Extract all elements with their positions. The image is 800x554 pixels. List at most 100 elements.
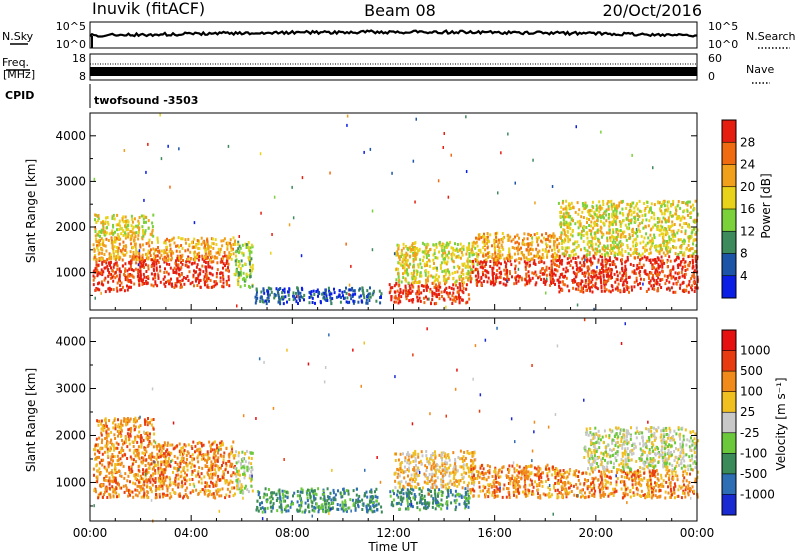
velocity-cell	[209, 468, 212, 472]
power-speck	[442, 146, 444, 149]
velocity-cell	[143, 493, 146, 497]
power-cell	[287, 290, 290, 294]
velocity-cell	[122, 442, 124, 446]
power-cell	[451, 294, 454, 298]
power-cell	[635, 237, 638, 241]
power-cell	[260, 290, 263, 294]
velocity-cell	[229, 462, 232, 466]
power-cell	[691, 274, 694, 278]
power-cell	[133, 236, 136, 240]
power-cell	[608, 220, 611, 224]
power-cell	[174, 261, 177, 265]
velocity-cell	[158, 449, 161, 453]
power-cell	[124, 224, 126, 228]
velocity-cell	[112, 480, 114, 484]
velocity-cell	[179, 453, 182, 457]
power-cell	[141, 257, 144, 261]
power-cell	[594, 235, 597, 238]
power-cell	[581, 210, 584, 214]
nsearch-tick-top: 10^5	[708, 20, 738, 33]
velocity-cell	[183, 451, 185, 455]
velocity-cell	[146, 494, 149, 498]
power-cell	[175, 249, 178, 253]
velocity-cell	[156, 455, 159, 459]
power-cell	[636, 234, 639, 238]
power-cell	[222, 266, 224, 270]
power-cell	[614, 241, 617, 244]
power-cell	[351, 295, 354, 298]
power-cell	[675, 276, 678, 280]
power-cell	[534, 283, 537, 287]
velocity-cell	[136, 494, 139, 498]
power-cell	[152, 267, 155, 271]
power-cell	[176, 257, 179, 260]
power-cell	[650, 216, 653, 220]
power-cell	[553, 241, 555, 245]
power-cell	[501, 232, 504, 235]
power-cell	[690, 231, 693, 235]
power-cell	[112, 279, 115, 283]
power-cell	[614, 207, 617, 211]
power-cell	[581, 257, 584, 261]
power-cell	[207, 286, 210, 289]
power-cell	[633, 206, 636, 210]
power-cell	[677, 271, 680, 275]
power-cell	[642, 226, 645, 230]
power-cell	[580, 287, 583, 291]
power-cell	[587, 279, 590, 283]
power-cell	[268, 299, 270, 303]
power-cell	[598, 210, 601, 214]
power-cell	[517, 279, 520, 283]
velocity-cell	[132, 458, 135, 462]
power-cell	[486, 241, 489, 245]
velocity-cell	[120, 446, 123, 450]
power-cell	[602, 275, 605, 279]
power-cell	[238, 272, 241, 275]
power-cell	[663, 261, 666, 265]
power-cell	[600, 271, 603, 274]
power-cell	[97, 248, 100, 252]
power-cell	[441, 253, 444, 257]
velocity-cell	[151, 451, 154, 455]
power-cell	[441, 295, 443, 298]
power-cell	[413, 247, 416, 251]
velocity-cell	[120, 425, 123, 429]
power-cell	[447, 242, 450, 246]
power-cell	[645, 272, 648, 276]
power-cell	[687, 263, 690, 267]
power-cell	[467, 269, 470, 273]
velocity-cell	[100, 441, 103, 445]
power-cell	[261, 300, 264, 304]
power-cell	[682, 242, 685, 246]
power-cell	[564, 249, 567, 253]
velocity-cell	[119, 474, 122, 478]
power-cell	[582, 229, 585, 233]
power-cell	[410, 248, 413, 252]
power-cell	[565, 220, 568, 224]
velocity-cell	[148, 436, 151, 440]
power-cell	[558, 275, 561, 279]
power-cell	[177, 266, 180, 270]
power-cell	[141, 225, 144, 229]
power-cell	[116, 236, 119, 240]
power-speck	[369, 147, 372, 151]
power-cell	[398, 255, 401, 259]
velocity-cell	[142, 488, 145, 492]
power-cell	[600, 263, 603, 267]
power-cell	[504, 265, 507, 268]
velocity-cell	[109, 441, 112, 444]
power-cell	[412, 252, 415, 255]
power-cell	[500, 238, 503, 241]
power-cell	[496, 269, 499, 272]
power-cell	[636, 202, 638, 206]
power-cell	[106, 264, 109, 268]
power-cell	[152, 234, 155, 238]
power-cell	[506, 256, 509, 260]
power-cell	[662, 235, 665, 239]
power-cell	[630, 221, 633, 225]
velocity-cell	[115, 487, 118, 491]
power-cell	[580, 236, 583, 240]
power-cell	[310, 290, 313, 294]
power-cell	[141, 253, 144, 257]
power-cell	[685, 247, 688, 251]
